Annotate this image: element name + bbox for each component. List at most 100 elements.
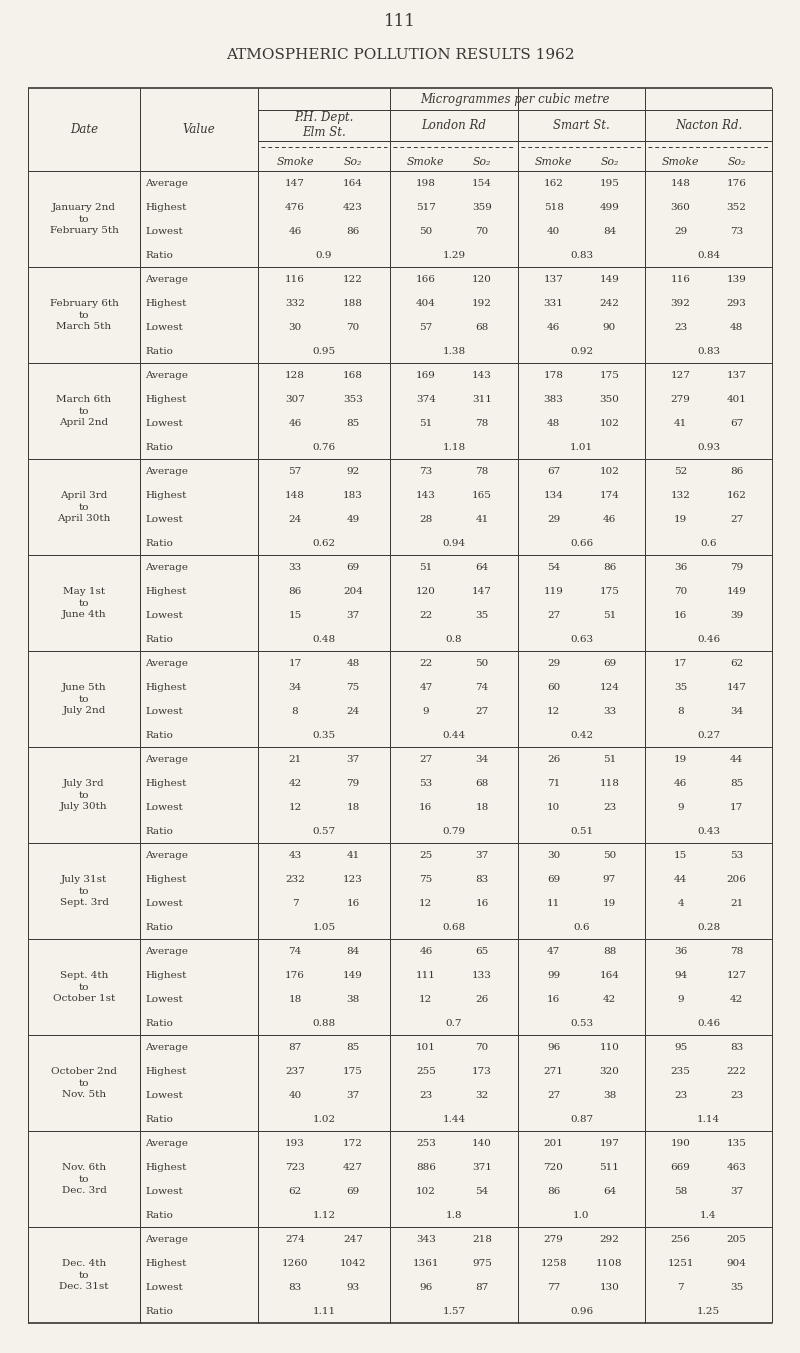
Text: 247: 247 [343, 1234, 363, 1243]
Text: 52: 52 [674, 467, 687, 475]
Text: 279: 279 [544, 1234, 563, 1243]
Text: 86: 86 [346, 226, 360, 235]
Text: 165: 165 [472, 491, 492, 499]
Text: 253: 253 [416, 1138, 436, 1147]
Text: 57: 57 [419, 322, 433, 331]
Text: February 6th
to
March 5th: February 6th to March 5th [50, 299, 118, 331]
Text: 40: 40 [547, 226, 560, 235]
Text: 69: 69 [346, 1187, 360, 1196]
Text: 54: 54 [547, 563, 560, 571]
Text: 37: 37 [346, 610, 360, 620]
Text: 78: 78 [730, 947, 743, 955]
Text: 173: 173 [472, 1066, 492, 1076]
Text: 232: 232 [285, 874, 305, 884]
Text: 17: 17 [730, 802, 743, 812]
Text: 26: 26 [475, 994, 489, 1004]
Text: 176: 176 [726, 179, 746, 188]
Text: Lowest: Lowest [145, 322, 182, 331]
Text: So₂: So₂ [600, 157, 618, 166]
Text: 10: 10 [547, 802, 560, 812]
Text: 44: 44 [730, 755, 743, 763]
Text: 99: 99 [547, 970, 560, 980]
Text: 50: 50 [475, 659, 489, 667]
Text: 147: 147 [726, 682, 746, 691]
Text: 8: 8 [292, 706, 298, 716]
Text: 1251: 1251 [667, 1258, 694, 1268]
Text: 54: 54 [475, 1187, 489, 1196]
Text: 0.62: 0.62 [313, 538, 335, 548]
Text: Average: Average [145, 1043, 188, 1051]
Text: 41: 41 [475, 514, 489, 524]
Text: Highest: Highest [145, 1066, 186, 1076]
Text: 96: 96 [547, 1043, 560, 1051]
Text: Average: Average [145, 275, 188, 284]
Text: 518: 518 [544, 203, 563, 211]
Text: 176: 176 [285, 970, 305, 980]
Text: 124: 124 [599, 682, 619, 691]
Text: 12: 12 [419, 898, 433, 908]
Text: Nov. 6th
to
Dec. 3rd: Nov. 6th to Dec. 3rd [62, 1162, 106, 1195]
Text: Value: Value [182, 123, 215, 137]
Text: 36: 36 [674, 563, 687, 571]
Text: 27: 27 [547, 1091, 560, 1100]
Text: 0.66: 0.66 [570, 538, 593, 548]
Text: 9: 9 [678, 994, 684, 1004]
Text: 27: 27 [547, 610, 560, 620]
Text: Average: Average [145, 1138, 188, 1147]
Text: 127: 127 [670, 371, 690, 379]
Text: 0.44: 0.44 [442, 731, 466, 740]
Text: 26: 26 [547, 755, 560, 763]
Text: Lowest: Lowest [145, 1187, 182, 1196]
Text: 137: 137 [726, 371, 746, 379]
Text: 87: 87 [475, 1283, 489, 1292]
Text: 35: 35 [730, 1283, 743, 1292]
Text: Date: Date [70, 123, 98, 137]
Text: 47: 47 [419, 682, 433, 691]
Text: 111: 111 [416, 970, 436, 980]
Text: 67: 67 [730, 418, 743, 428]
Text: 19: 19 [674, 514, 687, 524]
Text: 44: 44 [674, 874, 687, 884]
Text: 17: 17 [288, 659, 302, 667]
Text: Lowest: Lowest [145, 418, 182, 428]
Text: 85: 85 [346, 418, 360, 428]
Text: 0.79: 0.79 [442, 827, 466, 836]
Text: 204: 204 [343, 586, 363, 595]
Text: 198: 198 [416, 179, 436, 188]
Text: 172: 172 [343, 1138, 363, 1147]
Text: Ratio: Ratio [145, 923, 173, 931]
Text: Microgrammes per cubic metre: Microgrammes per cubic metre [420, 92, 610, 106]
Text: 22: 22 [419, 659, 433, 667]
Text: 175: 175 [599, 371, 619, 379]
Text: 116: 116 [285, 275, 305, 284]
Text: Lowest: Lowest [145, 706, 182, 716]
Text: 256: 256 [670, 1234, 690, 1243]
Text: 46: 46 [288, 418, 302, 428]
Text: 95: 95 [674, 1043, 687, 1051]
Text: 64: 64 [475, 563, 489, 571]
Text: 12: 12 [547, 706, 560, 716]
Text: 40: 40 [288, 1091, 302, 1100]
Text: 83: 83 [288, 1283, 302, 1292]
Text: 4: 4 [678, 898, 684, 908]
Text: 162: 162 [726, 491, 746, 499]
Text: Average: Average [145, 371, 188, 379]
Text: 46: 46 [288, 226, 302, 235]
Text: 12: 12 [419, 994, 433, 1004]
Text: Ratio: Ratio [145, 731, 173, 740]
Text: 41: 41 [674, 418, 687, 428]
Text: 886: 886 [416, 1162, 436, 1172]
Text: 1.38: 1.38 [442, 346, 466, 356]
Text: 178: 178 [544, 371, 563, 379]
Text: 143: 143 [472, 371, 492, 379]
Text: 1.02: 1.02 [313, 1115, 335, 1123]
Text: 62: 62 [730, 659, 743, 667]
Text: 90: 90 [603, 322, 616, 331]
Text: 17: 17 [674, 659, 687, 667]
Text: 110: 110 [599, 1043, 619, 1051]
Text: 68: 68 [475, 778, 489, 787]
Text: 183: 183 [343, 491, 363, 499]
Text: 70: 70 [674, 586, 687, 595]
Text: Smoke: Smoke [662, 157, 699, 166]
Text: Ratio: Ratio [145, 1211, 173, 1219]
